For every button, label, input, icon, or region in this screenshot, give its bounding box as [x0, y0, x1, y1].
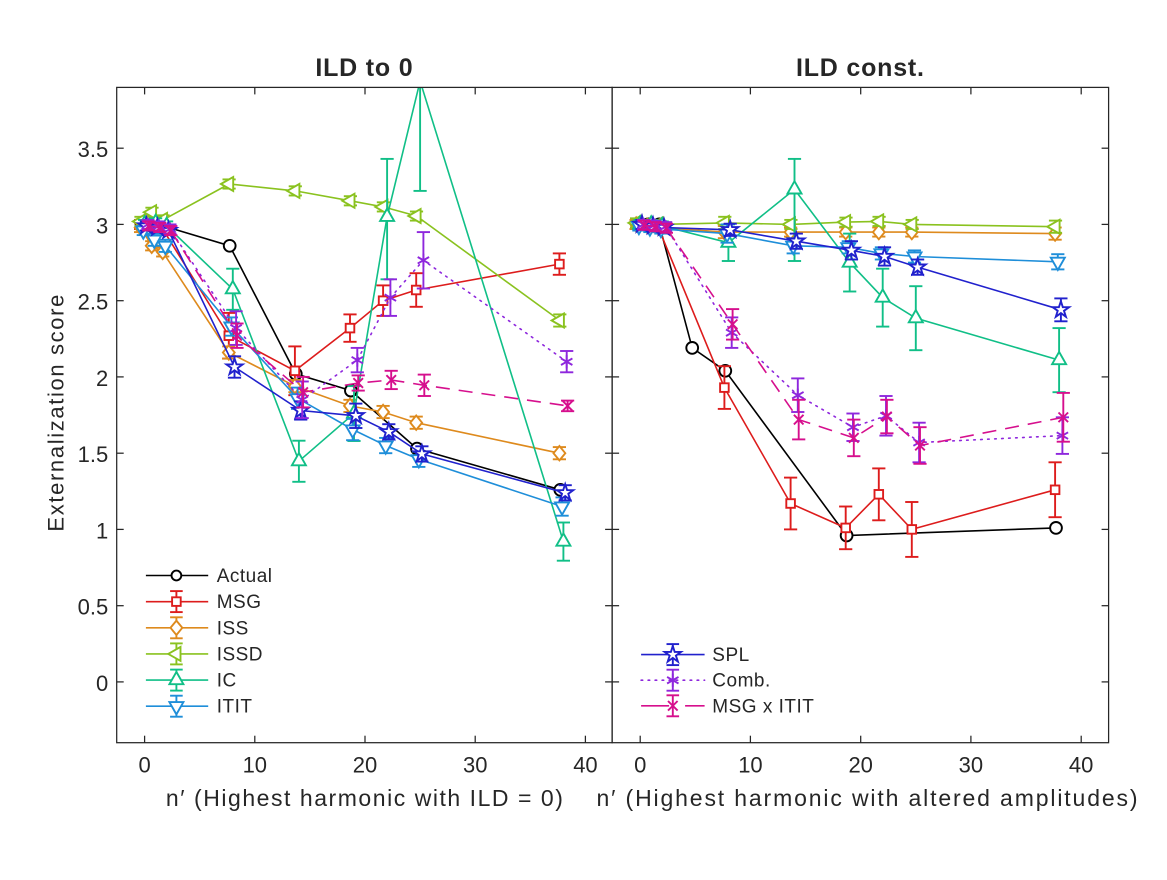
svg-text:3: 3 — [96, 213, 108, 238]
svg-text:40: 40 — [1069, 753, 1093, 778]
svg-text:IC: IC — [217, 671, 237, 692]
svg-text:ISS: ISS — [217, 618, 249, 639]
svg-text:Comb.: Comb. — [712, 671, 770, 692]
svg-text:10: 10 — [738, 753, 762, 778]
svg-text:30: 30 — [959, 753, 983, 778]
svg-text:MSG x ITIT: MSG x ITIT — [712, 696, 814, 717]
svg-text:10: 10 — [243, 753, 267, 778]
svg-text:3.5: 3.5 — [78, 137, 109, 162]
svg-text:20: 20 — [848, 753, 872, 778]
svg-text:1: 1 — [96, 518, 108, 543]
svg-text:1.5: 1.5 — [78, 442, 109, 467]
svg-text:40: 40 — [573, 753, 597, 778]
svg-text:0.5: 0.5 — [78, 595, 109, 620]
svg-text:MSG: MSG — [217, 592, 262, 613]
svg-text:Externalization score: Externalization score — [44, 295, 69, 532]
svg-text:n′ (Highest harmonic with alte: n′ (Highest harmonic with altered amplit… — [597, 785, 1138, 811]
svg-text:20: 20 — [353, 753, 377, 778]
svg-text:SPL: SPL — [712, 645, 749, 666]
svg-text:Actual: Actual — [217, 566, 273, 587]
svg-text:2.5: 2.5 — [78, 290, 109, 315]
svg-text:0: 0 — [634, 753, 646, 778]
svg-text:ITIT: ITIT — [217, 697, 253, 718]
svg-text:0: 0 — [138, 753, 150, 778]
svg-text:ILD const.: ILD const. — [796, 54, 925, 82]
svg-text:30: 30 — [463, 753, 487, 778]
svg-text:ILD to 0: ILD to 0 — [315, 54, 413, 82]
svg-text:n′ (Highest harmonic with ILD: n′ (Highest harmonic with ILD = 0) — [166, 785, 563, 811]
svg-text:0: 0 — [96, 671, 108, 696]
svg-text:2: 2 — [96, 366, 108, 391]
svg-text:ISSD: ISSD — [217, 644, 263, 665]
